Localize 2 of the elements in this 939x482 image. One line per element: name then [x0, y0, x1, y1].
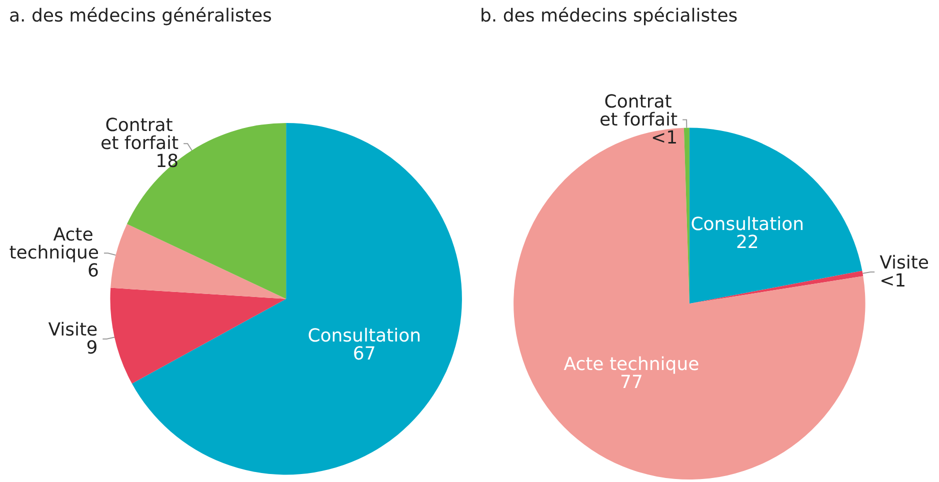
chart-title: a. des médecins généralistes	[9, 6, 272, 26]
chart-title: b. des médecins spécialistes	[480, 6, 738, 26]
